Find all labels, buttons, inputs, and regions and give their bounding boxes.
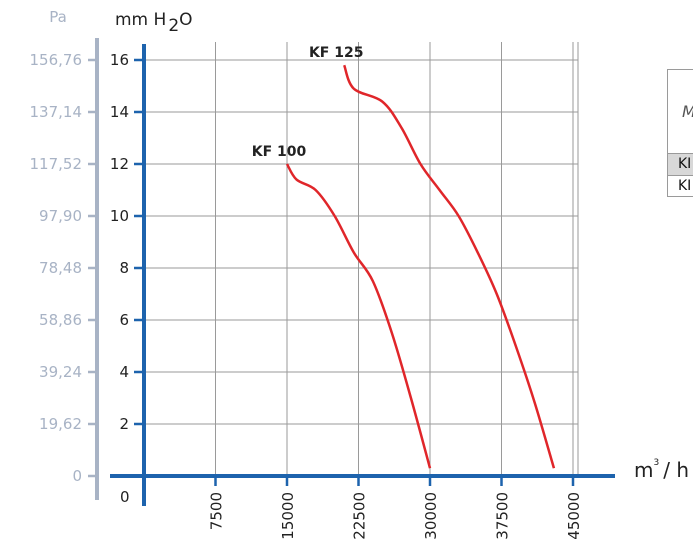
legend-row-2: KI: [668, 175, 693, 196]
pa-tick-label-4: 78,48: [39, 259, 82, 277]
origin-zero-label: 0: [120, 488, 130, 506]
x-tick-label-15000: 15000: [279, 492, 297, 540]
flow-unit-sup: 3: [653, 458, 659, 468]
y-tick-label-10: 10: [110, 207, 129, 225]
x-axis: 7500 15000 22500 30000 37500 45000: [110, 474, 615, 540]
x-tick-label-30000: 30000: [422, 492, 440, 540]
mm-unit-label: mm H 2O: [115, 10, 193, 36]
legend-table: M KI KI: [667, 69, 693, 197]
curve-1: [343, 64, 556, 469]
pa-tick-label-0: 0: [72, 467, 82, 485]
mm-unit-suffix: O: [179, 10, 192, 30]
legend-row-1: KI: [668, 153, 693, 175]
pa-tick-label-1: 19,62: [39, 415, 82, 433]
mm-unit-sub: 2: [168, 16, 179, 36]
pa-tick-label-3: 58,86: [39, 311, 82, 329]
pa-tick-label-6: 117,52: [30, 155, 83, 173]
x-tick-label-22500: 22500: [351, 492, 369, 540]
flow-unit-suffix: / h: [663, 458, 689, 482]
mm-unit-prefix: mm H: [115, 10, 166, 30]
pa-axis: 0 19,62 39,24 58,86 78,48 97,90 117,52 137,14 15…: [30, 38, 99, 500]
flow-unit-label: m3 / h: [634, 458, 689, 482]
curves: KF 100 KF 125: [252, 45, 556, 469]
x-tick-label-37500: 37500: [494, 492, 512, 540]
mm-axis: 2 4 6 8 10 12 14 16: [110, 44, 146, 506]
pa-tick-label-2: 39,24: [39, 363, 82, 381]
y-tick-label-2: 2: [119, 415, 129, 433]
pa-tick-label-5: 97,90: [39, 207, 82, 225]
pa-unit-label: Pa: [49, 8, 67, 26]
curve-label-1: KF 125: [309, 45, 364, 61]
pa-tick-label-8: 156,76: [30, 51, 83, 69]
curve-0: [285, 163, 432, 469]
y-tick-label-8: 8: [119, 259, 129, 277]
grid-lines: [144, 42, 579, 476]
y-tick-label-16: 16: [110, 51, 129, 69]
x-tick-label-7500: 7500: [208, 492, 226, 530]
y-tick-label-4: 4: [119, 363, 129, 381]
y-tick-label-12: 12: [110, 155, 129, 173]
curve-label-0: KF 100: [252, 144, 307, 160]
y-tick-label-14: 14: [110, 103, 129, 121]
pa-tick-label-7: 137,14: [30, 103, 83, 121]
flow-unit-base: m: [634, 458, 653, 482]
legend-header: M: [668, 70, 693, 153]
y-tick-label-6: 6: [119, 311, 129, 329]
x-tick-label-45000: 45000: [565, 492, 583, 540]
